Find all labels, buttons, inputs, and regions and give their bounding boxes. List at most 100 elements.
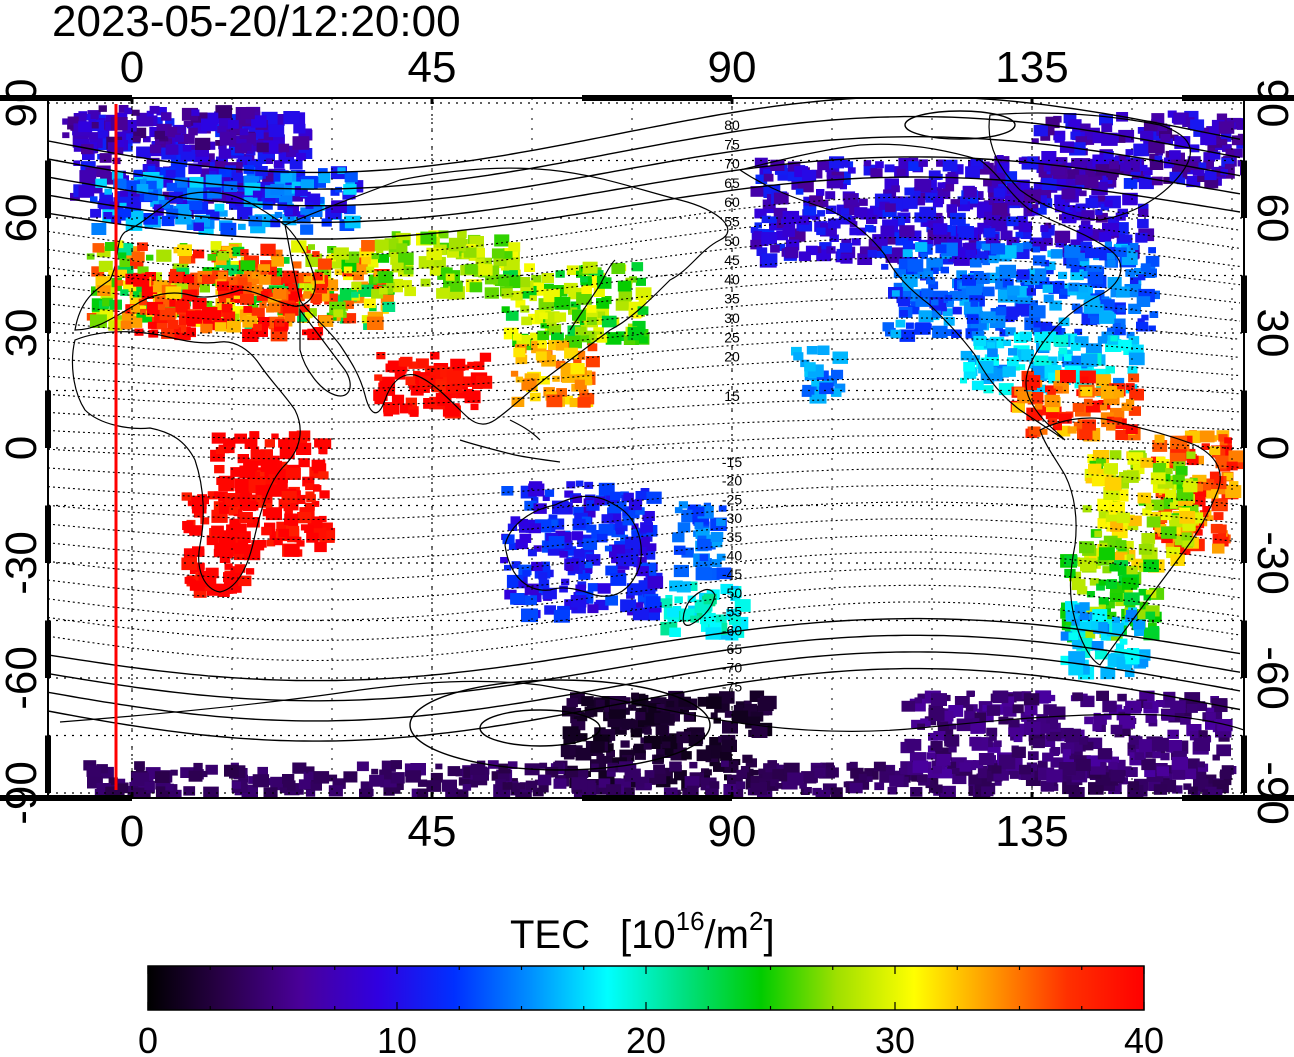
- tec-cell: [249, 431, 260, 440]
- tec-cell: [826, 175, 844, 189]
- tec-cell: [1087, 737, 1103, 749]
- tec-cell: [802, 384, 815, 395]
- tec-cell: [597, 311, 606, 318]
- tec-cell: [1063, 749, 1071, 756]
- tec-cell: [1069, 748, 1083, 760]
- tec-cell: [1090, 248, 1103, 258]
- tec-cell: [192, 546, 205, 557]
- tec-cell: [1172, 483, 1180, 490]
- tec-cell: [144, 189, 159, 201]
- tec-cell: [337, 167, 346, 174]
- tec-cell: [435, 392, 448, 403]
- tec-cell: [1109, 563, 1119, 572]
- tec-cell: [920, 718, 931, 727]
- tec-cell: [293, 123, 306, 134]
- tec-cell: [832, 351, 848, 364]
- tec-cell: [1144, 702, 1153, 709]
- tec-cell: [544, 489, 555, 497]
- tec-cell: [669, 778, 678, 785]
- tec-cell: [1166, 546, 1181, 559]
- tec-cell: [988, 255, 999, 264]
- tec-cell: [1084, 137, 1095, 145]
- tec-cell: [830, 787, 843, 797]
- tec-cell: [518, 564, 532, 576]
- tec-cell: [1096, 690, 1109, 701]
- tec-cell: [1072, 402, 1084, 412]
- tec-cell: [615, 527, 625, 535]
- tec-cell: [273, 160, 283, 168]
- tec-cell: [1104, 241, 1112, 248]
- tec-cell: [292, 261, 302, 269]
- tec-cell: [311, 500, 320, 507]
- tec-cell: [214, 161, 227, 171]
- tec-cell: [92, 243, 105, 253]
- tec-cell: [750, 781, 767, 796]
- tec-cell: [908, 230, 922, 241]
- tec-cell: [1205, 712, 1216, 721]
- tec-cell: [442, 403, 460, 417]
- tec-cell: [631, 262, 644, 272]
- tec-cell: [193, 762, 203, 771]
- tec-cell: [517, 277, 531, 288]
- tec-cell: [294, 186, 308, 197]
- tec-cell: [686, 785, 699, 796]
- tec-cell: [1017, 364, 1026, 370]
- tec-cell: [272, 455, 280, 462]
- tec-cell: [91, 223, 107, 235]
- tec-cell: [608, 512, 622, 524]
- tec-cell: [664, 748, 674, 756]
- tec-cell: [973, 271, 984, 280]
- tec-cell: [542, 587, 557, 600]
- tec-cell: [252, 190, 262, 198]
- tec-cell: [524, 595, 537, 606]
- frame-bar: [1241, 160, 1247, 218]
- tec-cell: [132, 109, 140, 116]
- left-lat-label: 60: [0, 194, 46, 243]
- tec-cell: [229, 124, 243, 135]
- tec-cell: [1070, 342, 1081, 351]
- tec-cell: [344, 204, 356, 215]
- tec-cell: [501, 486, 514, 496]
- tec-cell: [685, 581, 698, 591]
- tec-cell: [581, 696, 594, 707]
- tec-cell: [983, 228, 996, 238]
- tec-cell: [1012, 704, 1024, 714]
- tec-cell: [1000, 757, 1016, 770]
- tec-cell: [610, 491, 621, 501]
- tec-cell: [932, 766, 942, 774]
- tec-cell: [546, 394, 563, 408]
- tec-cell: [930, 741, 943, 751]
- tec-cell: [597, 533, 608, 543]
- tec-cell: [884, 164, 895, 173]
- colorbar-tick-label: 20: [626, 1020, 666, 1057]
- tec-cell: [857, 253, 873, 265]
- tec-cell: [578, 570, 591, 580]
- tec-cell: [1107, 327, 1115, 334]
- tec-cell: [165, 138, 173, 144]
- tec-cell: [709, 737, 722, 747]
- tec-cell: [277, 202, 288, 210]
- tec-cell: [361, 240, 376, 252]
- tec-cell: [235, 139, 247, 148]
- tec-cell: [882, 322, 894, 332]
- tec-cell: [915, 197, 926, 206]
- tec-cell: [1093, 714, 1107, 725]
- tec-cell: [1125, 269, 1135, 277]
- tec-cell: [1134, 628, 1144, 636]
- tec-cell: [520, 305, 530, 313]
- tec-cell: [1200, 132, 1217, 146]
- tec-cell: [1033, 240, 1046, 250]
- tec-cell: [177, 126, 186, 134]
- tec-cell: [1114, 247, 1127, 257]
- tec-cell: [265, 507, 282, 521]
- tec-cell: [1210, 151, 1221, 160]
- tec-cell: [952, 768, 960, 774]
- tec-cell: [884, 178, 899, 190]
- colorbar-title: TEC: [510, 913, 590, 957]
- tec-cell: [711, 559, 722, 568]
- tec-cell: [891, 215, 905, 227]
- tec-cell: [1189, 161, 1201, 171]
- tec-cell: [632, 320, 646, 332]
- tec-cell: [404, 286, 416, 297]
- tec-cell: [215, 256, 227, 266]
